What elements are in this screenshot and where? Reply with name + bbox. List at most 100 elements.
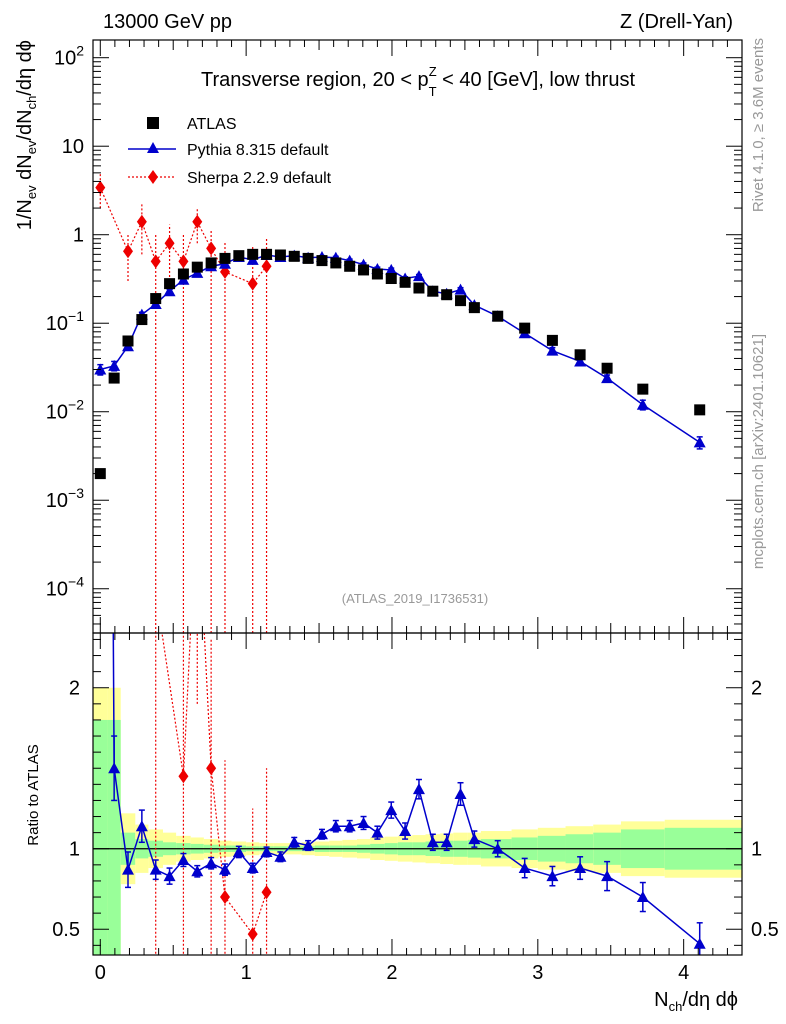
process-label: Z (Drell-Yan) — [620, 11, 733, 33]
atlas-point-5 — [164, 278, 176, 290]
atlas-point-26 — [455, 295, 467, 307]
x-tick-label-1: 1 — [241, 962, 252, 984]
atlas-point-18 — [344, 260, 356, 272]
legend: ATLAS Pythia 8.315 default Sherpa 2.2.9 … — [128, 116, 332, 187]
pythia-point-33 — [636, 398, 649, 410]
ratio-pythia-point-11 — [246, 862, 259, 874]
y-axis-label: 1/Nev dNev/dNch/dη dϕ — [14, 40, 39, 230]
ratio-pythia-point-27 — [468, 833, 481, 845]
ratio-pythia-point-18 — [343, 820, 356, 832]
atlas-point-7 — [191, 261, 203, 273]
atlas-point-23 — [413, 282, 425, 294]
atlas-point-6 — [177, 268, 189, 280]
ratio-sherpa-clip-group — [155, 633, 272, 955]
main-y-tick-label-1: 10 — [62, 136, 84, 158]
sherpa-point-9 — [247, 276, 258, 291]
ratio-pythia-point-3 — [135, 820, 148, 832]
main-y-tick-label-4: 10−2 — [46, 397, 84, 424]
atlas-point-11 — [247, 248, 259, 260]
ratio-pythia-series — [108, 633, 706, 955]
atlas-point-14 — [288, 250, 300, 262]
atlas-point-30 — [546, 334, 558, 346]
atlas-point-17 — [330, 257, 342, 269]
pythia-point-32 — [601, 372, 614, 384]
ratio-pythia-point-6 — [177, 854, 190, 866]
sherpa-point-4 — [164, 236, 175, 251]
sherpa-point-2 — [136, 214, 147, 229]
main-y-tick-label-5: 10−3 — [46, 485, 84, 512]
atlas-point-1 — [108, 372, 120, 384]
pythia-point-21 — [385, 263, 398, 275]
plot-title: Transverse region, 20 < pZ T < 40 [GeV], … — [201, 64, 635, 99]
ratio-pythia-point-33 — [636, 891, 649, 903]
sherpa-point-10 — [261, 259, 272, 274]
atlas-point-33 — [637, 383, 649, 395]
rivet-label: Rivet 4.1.0, ≥ 3.6M events — [750, 38, 767, 212]
atlas-point-22 — [399, 276, 411, 288]
ratio-axes: 2 2 1 1 0.5 0.5 0 1 2 3 4 — [52, 632, 779, 984]
legend-atlas-marker — [147, 117, 159, 129]
pythia-point-26 — [454, 283, 467, 295]
ratio-y-tick-label-right-0: 2 — [751, 678, 762, 700]
ratio-pythia-point-19 — [357, 816, 370, 828]
pythia-point-34 — [693, 436, 706, 448]
ratio-sherpa-point-5 — [247, 927, 258, 942]
legend-sherpa-marker — [148, 170, 158, 184]
sherpa-point-3 — [150, 254, 161, 269]
atlas-point-12 — [261, 248, 273, 260]
ratio-pythia-point-9 — [218, 863, 231, 875]
atlas-point-27 — [468, 302, 480, 314]
sherpa-point-1 — [123, 244, 134, 259]
ratio-pythia-point-8 — [205, 857, 218, 869]
ratio-pythia-point-34 — [693, 937, 706, 949]
pythia-point-1 — [108, 359, 121, 371]
ratio-sherpa-point-4 — [219, 890, 230, 905]
pythia-point-23 — [412, 270, 425, 282]
ratio-pythia-point-2 — [122, 863, 135, 875]
main-y-tick-label-6: 10−4 — [46, 574, 84, 601]
sherpa-point-5 — [178, 254, 189, 269]
legend-sherpa-label: Sherpa 2.2.9 default — [187, 170, 332, 187]
ratio-pythia-point-17 — [329, 820, 342, 832]
ratio-pythia-point-23 — [412, 783, 425, 795]
ratio-sherpa-series — [155, 633, 272, 955]
atlas-point-24 — [427, 285, 439, 297]
atlas-point-21 — [385, 273, 397, 285]
ratio-pythia-point-7 — [191, 865, 204, 877]
ratio-pythia-point-22 — [399, 825, 412, 837]
x-tick-label-4: 4 — [678, 962, 689, 984]
atlas-point-16 — [316, 255, 328, 267]
ratio-pythia-point-15 — [302, 839, 315, 851]
main-y-tick-label-3: 10−1 — [46, 308, 84, 335]
ratio-pythia-point-4 — [149, 863, 162, 875]
ratio-pythia-point-1 — [108, 762, 121, 774]
ratio-sherpa-point-1 — [178, 769, 189, 784]
atlas-point-4 — [150, 293, 162, 305]
ratio-sherpa-point-3 — [206, 761, 217, 776]
energy-label: 13000 GeV pp — [103, 11, 232, 33]
atlas-point-3 — [136, 314, 148, 326]
pythia-point-5 — [163, 285, 176, 297]
atlas-point-13 — [274, 249, 286, 261]
ratio-pythia-point-14 — [288, 836, 301, 848]
ratio-pythia-point-32 — [601, 870, 614, 882]
band-stat-0 — [93, 719, 108, 955]
ratio-pythia-point-12 — [260, 845, 273, 857]
ratio-pythia-point-29 — [518, 862, 531, 874]
main-y-tick-label-0: 102 — [54, 43, 84, 70]
ratio-y-tick-label-right-2: 0.5 — [751, 919, 779, 941]
ratio-pythia-point-30 — [546, 870, 559, 882]
band-clip-group — [93, 687, 742, 955]
ratio-pythia-point-5 — [163, 870, 176, 882]
atlas-point-2 — [122, 335, 134, 347]
atlas-point-32 — [601, 362, 613, 374]
legend-pythia-marker — [147, 142, 159, 153]
main-panel — [93, 40, 742, 633]
ratio-pythia-point-16 — [315, 828, 328, 840]
atlas-point-19 — [358, 264, 370, 276]
atlas-point-15 — [302, 252, 314, 264]
pythia-point-30 — [546, 344, 559, 356]
ratio-y-tick-label-right-1: 1 — [751, 839, 762, 861]
atlas-point-8 — [205, 257, 217, 269]
